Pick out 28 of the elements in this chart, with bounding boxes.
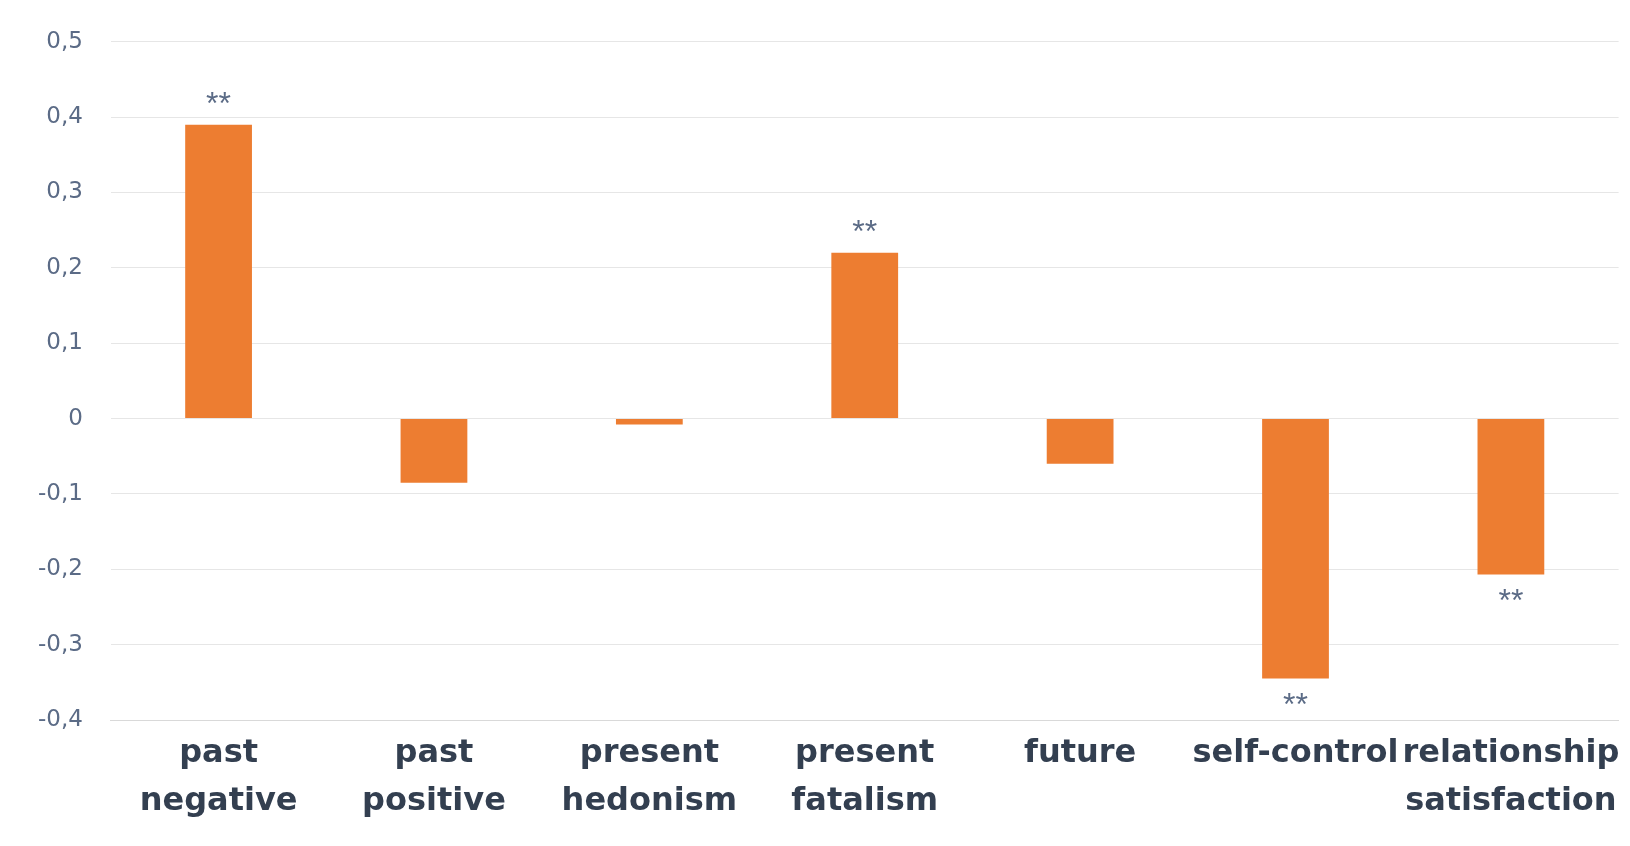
y-tick-label: 0,3 [46, 177, 83, 204]
bar [615, 419, 683, 425]
x-tick-label: past negative [139, 732, 298, 819]
y-tick-label: 0,5 [46, 26, 83, 53]
bar [400, 419, 468, 483]
y-tick-label: 0 [68, 403, 83, 430]
x-tick-label: past positive [362, 732, 506, 819]
bar [831, 252, 899, 419]
x-tick-label: relationship satisfaction [1402, 732, 1620, 819]
y-tick-label: 0,4 [46, 102, 83, 129]
y-tick-label: -0,2 [37, 554, 83, 581]
bar [1046, 419, 1114, 464]
annotation: ** [852, 212, 878, 249]
y-tick-label: -0,1 [37, 478, 83, 505]
annotation: ** [1283, 686, 1308, 723]
x-tick-label: present hedonism [561, 732, 738, 819]
y-tick-label: 0,2 [46, 252, 83, 279]
bar [185, 124, 252, 419]
y-tick-label: -0,4 [37, 704, 83, 731]
bar [1477, 419, 1545, 575]
annotation: ** [1498, 582, 1524, 619]
x-tick-label: future [1023, 732, 1137, 771]
x-tick-label: present fatalism [791, 732, 939, 819]
y-tick-label: -0,3 [37, 629, 83, 656]
bar [1262, 419, 1329, 679]
y-tick-label: 0,1 [46, 328, 83, 355]
x-tick-label: self-control [1192, 732, 1399, 771]
annotation: ** [206, 84, 232, 121]
